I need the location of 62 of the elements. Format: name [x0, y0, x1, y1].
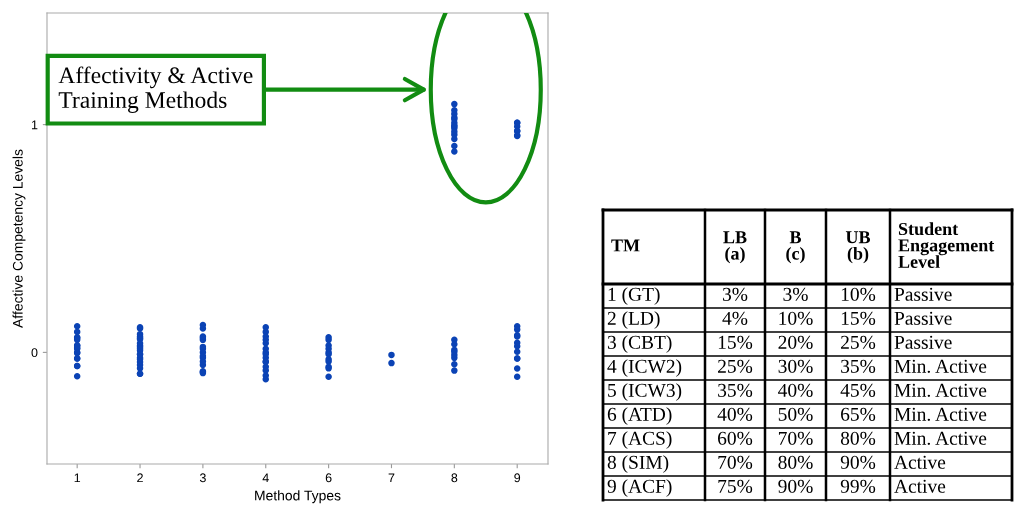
text: 10% [841, 287, 876, 301]
text: 90% [778, 479, 813, 493]
text: 60% [718, 431, 753, 445]
text: 70% [718, 455, 753, 469]
text: Min. Active [894, 359, 987, 373]
text: 70% [778, 431, 813, 445]
text: 40% [717, 407, 753, 421]
x-tick-label: 3 [199, 473, 206, 483]
text: 30% [778, 359, 813, 373]
x-tick-label: 6 [325, 473, 332, 483]
text: 15% [718, 335, 753, 349]
x-tick-label: 7 [388, 473, 395, 483]
text: 6 (ATD) [607, 407, 672, 425]
text: 20% [778, 335, 813, 349]
x-axis-title: Method Types [255, 490, 341, 504]
text: 1 (GT) [608, 287, 660, 305]
text: Min. Active [894, 407, 987, 421]
text: Active [894, 479, 946, 493]
x-tick-label: 4 [262, 473, 269, 483]
text: 80% [778, 455, 813, 469]
text: 25% [718, 359, 753, 373]
text: 4 (ICW2) [607, 359, 682, 377]
text: 40% [778, 383, 813, 397]
text: 3% [722, 287, 748, 301]
text: 99% [840, 479, 876, 493]
text: Passive [894, 287, 952, 301]
text: Passive [894, 335, 952, 349]
text: 10% [779, 311, 813, 325]
category-label: Student Engagement Level [898, 222, 995, 268]
text: 50% [778, 407, 813, 421]
text: 3 (CBT) [607, 335, 672, 353]
text: Min. Active [894, 383, 987, 397]
text: 7 (ACS) [608, 431, 672, 449]
text: 35% [841, 359, 876, 373]
text: 5 (ICW3) [608, 383, 682, 401]
category-label: LB (a) [723, 231, 747, 264]
x-tick-label: 8 [451, 473, 458, 483]
text: 3% [783, 287, 808, 301]
x-tick-label: 2 [137, 473, 143, 483]
text: 9 (ACF) [607, 479, 672, 497]
text: 15% [841, 311, 876, 325]
text: 2 (LD) [607, 311, 660, 329]
y-axis-title: Affective Competency Levels [12, 149, 26, 328]
category-label: TM [611, 239, 640, 252]
x-tick-label: 1 [74, 473, 81, 483]
text: 25% [841, 335, 876, 349]
text: 45% [840, 383, 876, 397]
category-label: B (c) [786, 231, 805, 264]
x-tick-label: 9 [514, 473, 521, 483]
text: Min. Active [894, 431, 987, 445]
text: Passive [894, 311, 952, 325]
text: 35% [718, 383, 753, 397]
text: 65% [841, 407, 876, 421]
text: Active [894, 455, 946, 469]
y-tick-label: 0 [31, 348, 38, 358]
category-label: UB (b) [845, 231, 871, 264]
annotation: Affectivity & Active Training Methods [58, 66, 253, 113]
text: 4% [722, 311, 748, 325]
text: 75% [718, 479, 753, 493]
text: 8 (SIM) [607, 455, 669, 473]
text: 80% [840, 431, 876, 445]
text: 90% [840, 455, 876, 469]
